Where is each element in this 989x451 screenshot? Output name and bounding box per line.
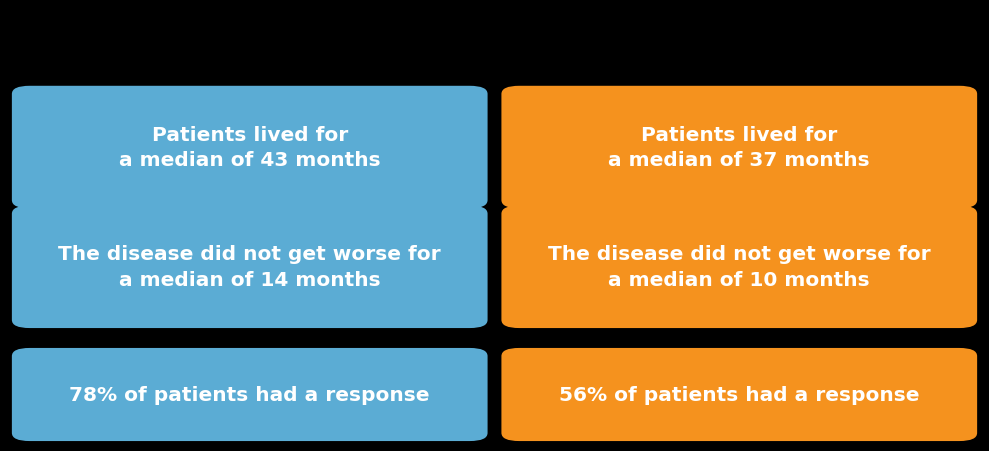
FancyBboxPatch shape [501, 87, 977, 209]
FancyBboxPatch shape [501, 348, 977, 441]
Text: The disease did not get worse for
a median of 10 months: The disease did not get worse for a medi… [548, 245, 931, 290]
Text: 56% of patients had a response: 56% of patients had a response [559, 385, 920, 404]
Text: Patients lived for
a median of 43 months: Patients lived for a median of 43 months [119, 125, 381, 170]
FancyBboxPatch shape [12, 87, 488, 209]
FancyBboxPatch shape [12, 206, 488, 328]
Text: The disease did not get worse for
a median of 14 months: The disease did not get worse for a medi… [58, 245, 441, 290]
Text: Patients lived for
a median of 37 months: Patients lived for a median of 37 months [608, 125, 870, 170]
FancyBboxPatch shape [12, 348, 488, 441]
FancyBboxPatch shape [501, 206, 977, 328]
Text: 78% of patients had a response: 78% of patients had a response [69, 385, 430, 404]
